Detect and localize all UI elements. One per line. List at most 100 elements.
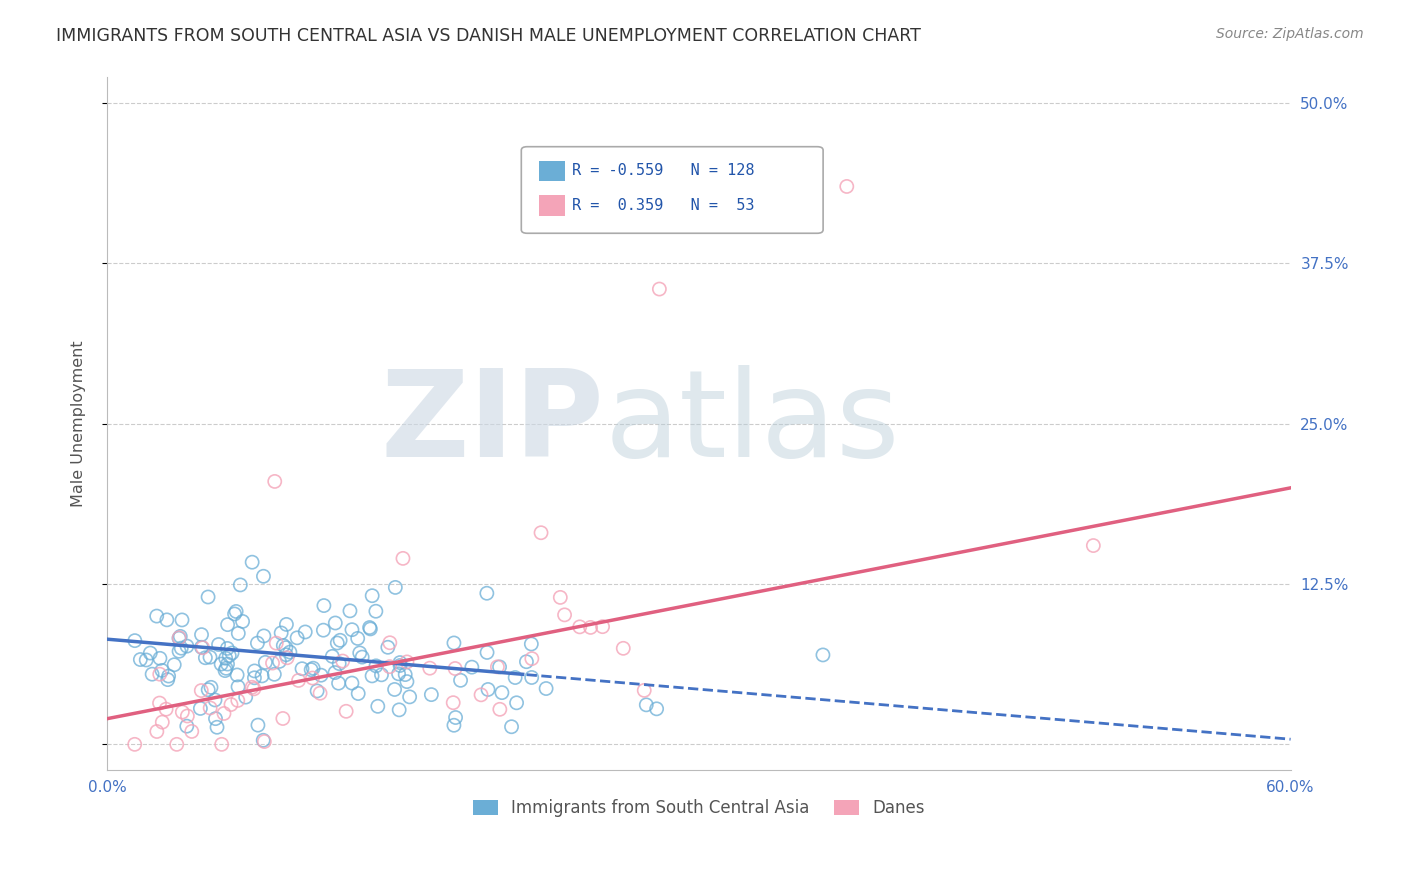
Point [307,684,329,698]
Point [124,737,146,751]
Point [217,617,239,632]
Point [163,657,186,672]
Point [176,709,198,723]
Text: Source: ZipAtlas.com: Source: ZipAtlas.com [1216,27,1364,41]
Point [150,715,173,730]
Point [157,669,180,683]
Point [229,578,252,592]
Point [212,706,235,721]
Point [253,629,276,643]
Point [204,712,226,726]
Point [276,617,298,632]
Text: ZIP: ZIP [381,365,605,483]
Point [309,686,332,700]
Point [328,657,350,671]
Point [149,667,172,681]
Point [198,650,221,665]
Point [475,586,498,600]
Point [146,724,169,739]
Point [361,589,384,603]
Point [384,682,406,697]
Point [461,660,484,674]
Point [444,661,467,675]
Point [271,639,294,653]
Point [170,613,193,627]
Point [420,688,443,702]
Point [645,702,668,716]
Point [170,641,193,656]
Point [243,664,266,678]
Point [612,641,634,656]
Point [294,624,316,639]
Text: R =  0.359   N =  53: R = 0.359 N = 53 [572,198,755,213]
Point [209,657,232,671]
Point [520,651,543,665]
Point [370,668,392,682]
Point [211,737,233,751]
Point [269,654,291,668]
Point [169,629,191,643]
Point [270,626,292,640]
Point [167,644,190,658]
Point [378,636,401,650]
Point [263,667,285,681]
Point [156,673,179,687]
Point [243,681,266,696]
Point [377,640,399,655]
Text: atlas: atlas [605,365,900,483]
Point [172,705,194,719]
Point [145,609,167,624]
Point [323,615,346,630]
Point [135,653,157,667]
Point [323,665,346,680]
Point [339,604,361,618]
Point [515,655,537,669]
Point [444,710,467,724]
Point [129,652,152,666]
Point [335,704,357,718]
Point [235,690,257,705]
Point [503,671,526,685]
Point [443,636,465,650]
Point [139,646,162,660]
Point [207,638,229,652]
Point [835,179,858,194]
Point [225,605,247,619]
Point [501,720,523,734]
Point [285,631,308,645]
Point [340,676,363,690]
Point [252,569,274,583]
Point [291,662,314,676]
Point [271,711,294,725]
Point [441,696,464,710]
Point [274,648,297,662]
Point [554,607,576,622]
Point [329,633,352,648]
Point [240,555,263,569]
Point [252,733,274,747]
Point [246,636,269,650]
Point [388,703,411,717]
Text: IMMIGRANTS FROM SOUTH CENTRAL ASIA VS DANISH MALE UNEMPLOYMENT CORRELATION CHART: IMMIGRANTS FROM SOUTH CENTRAL ASIA VS DA… [56,27,921,45]
Point [226,680,249,694]
Point [253,734,276,748]
Point [287,673,309,688]
Point [191,640,214,655]
Point [352,650,374,665]
Point [302,661,325,675]
Point [190,640,212,655]
Point [811,648,834,662]
Point [262,656,284,670]
Point [274,640,297,655]
Point [477,682,499,697]
Point [190,683,212,698]
Point [246,718,269,732]
Point [226,626,249,640]
Point [349,646,371,660]
Point [443,718,465,732]
Y-axis label: Male Unemployment: Male Unemployment [72,341,86,507]
Point [389,658,412,673]
Point [636,698,658,712]
Point [250,669,273,683]
Point [359,621,381,635]
